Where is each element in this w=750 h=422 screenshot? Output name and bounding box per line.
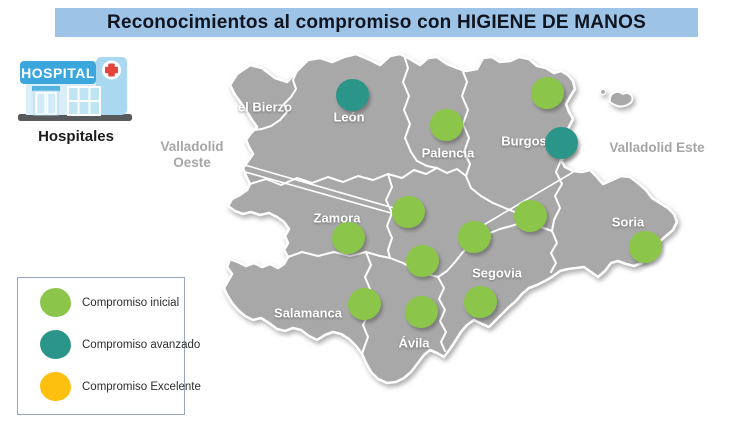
province-label-leon: León bbox=[333, 109, 365, 125]
legend-label-inicial: Compromiso inicial bbox=[82, 296, 180, 309]
legend-swatch-avanzado bbox=[40, 330, 71, 359]
legend-swatch-excelente bbox=[40, 372, 71, 401]
province-label-el-bierzo: el Bierzo bbox=[237, 99, 293, 115]
title-banner: Reconocimientos al compromiso con HIGIEN… bbox=[55, 8, 698, 37]
province-label-zamora: Zamora bbox=[313, 210, 361, 226]
legend: Compromiso inicial Compromiso avanzado Com… bbox=[17, 277, 201, 415]
legend-item-excelente: Compromiso Excelente bbox=[18, 370, 201, 404]
province-label-segovia: Segovia bbox=[472, 265, 522, 281]
page-title: Reconocimientos al compromiso con HIGIEN… bbox=[107, 11, 646, 33]
marker-inicial-segovia bbox=[463, 286, 497, 318]
legend-item-avanzado: Compromiso avanzado bbox=[18, 328, 200, 362]
legend-label-excelente: Compromiso Excelente bbox=[82, 380, 201, 393]
province-label-burgos: Burgos bbox=[501, 133, 547, 149]
marker-inicial-salamanca bbox=[347, 288, 381, 320]
red-cross-icon bbox=[105, 63, 118, 77]
marker-inicial-valladolid bbox=[405, 245, 439, 277]
marker-inicial-valladolid bbox=[457, 221, 491, 253]
province-label-salamanca: Salamanca bbox=[274, 305, 342, 321]
hospital-building-icon: HOSPITAL bbox=[18, 57, 132, 121]
hospital-caption: Hospitales bbox=[38, 128, 114, 145]
legend-item-inicial: Compromiso inicial bbox=[18, 286, 186, 320]
province-label-soria: Soria bbox=[611, 214, 645, 230]
marker-inicial-burgos bbox=[513, 200, 547, 232]
marker-avanzado-leon bbox=[335, 79, 369, 111]
hospital-pictogram: HOSPITAL Hospitales bbox=[10, 52, 142, 145]
map-islet bbox=[599, 88, 607, 96]
area-label-valladolid-este: Valladolid Este bbox=[609, 140, 705, 155]
province-label-avila: Ávila bbox=[398, 335, 430, 351]
marker-inicial-soria bbox=[628, 231, 662, 263]
area-label-valladolid-oeste: Valladolid Oeste bbox=[160, 139, 224, 170]
legend-swatch-inicial bbox=[40, 288, 71, 317]
marker-inicial-palencia bbox=[429, 109, 463, 141]
province-label-palencia: Palencia bbox=[421, 145, 475, 161]
hospital-sign-text: HOSPITAL bbox=[21, 65, 95, 81]
marker-inicial-avila bbox=[404, 296, 438, 328]
marker-inicial-valladolid bbox=[391, 196, 425, 228]
map-exclave bbox=[608, 90, 634, 108]
marker-inicial-burgos bbox=[530, 77, 564, 109]
marker-avanzado-burgos bbox=[544, 127, 578, 159]
marker-inicial-zamora bbox=[331, 222, 365, 254]
legend-label-avanzado: Compromiso avanzado bbox=[82, 338, 201, 351]
